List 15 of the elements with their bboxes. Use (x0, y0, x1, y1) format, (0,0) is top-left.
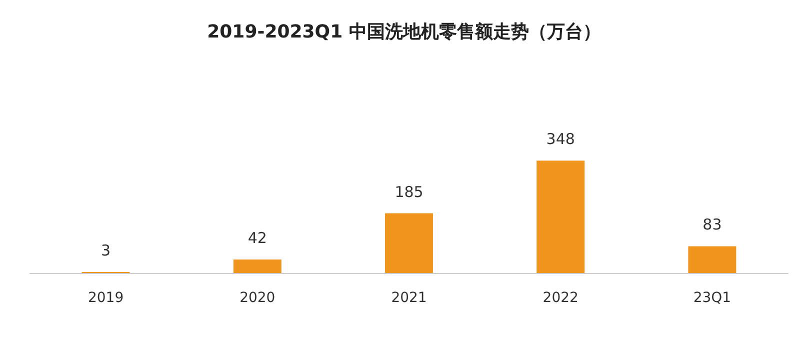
data-label: 42 (248, 228, 267, 247)
data-label: 185 (394, 182, 424, 201)
chart-title: 2019-2023Q1 中国洗地机零售额走势（万台） (207, 22, 601, 42)
bar (233, 259, 282, 273)
bar (688, 246, 736, 273)
bar (385, 213, 433, 273)
data-label: 348 (546, 130, 575, 148)
data-label: 83 (702, 216, 722, 234)
x-tick-label: 2019 (88, 290, 124, 306)
data-label: 3 (101, 242, 111, 260)
x-tick-label: 2021 (391, 290, 427, 306)
bar (536, 160, 585, 273)
x-tick-label: 2020 (240, 290, 276, 306)
x-tick-label: 2022 (542, 290, 578, 306)
x-tick-label: 23Q1 (693, 290, 732, 306)
